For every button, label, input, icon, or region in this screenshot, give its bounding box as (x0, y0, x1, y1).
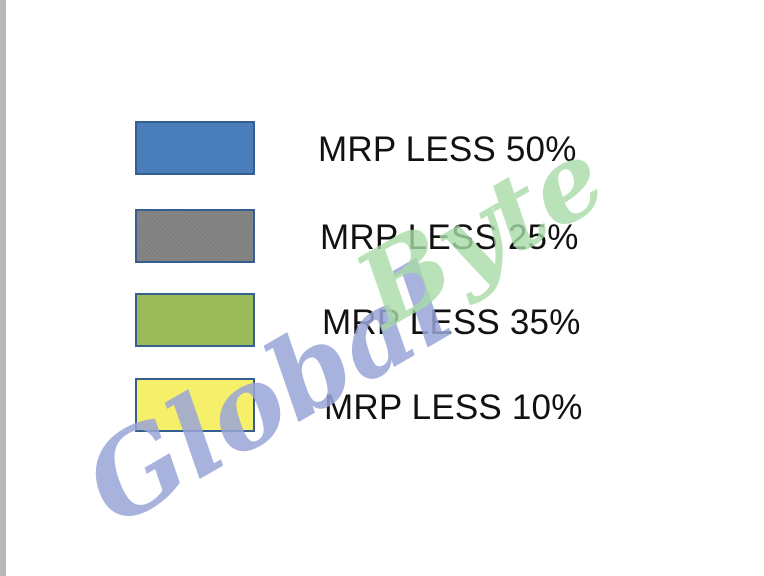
legend-label-25: MRP LESS 25% (320, 218, 579, 257)
legend-label-35: MRP LESS 35% (322, 303, 581, 342)
legend-label-10: MRP LESS 10% (324, 388, 583, 427)
legend-swatch-35 (135, 293, 255, 347)
legend-swatch-10 (135, 378, 255, 432)
left-border (0, 0, 6, 576)
legend-swatch-50 (135, 121, 255, 175)
legend-swatch-25 (135, 209, 255, 263)
legend-label-50: MRP LESS 50% (318, 130, 577, 169)
